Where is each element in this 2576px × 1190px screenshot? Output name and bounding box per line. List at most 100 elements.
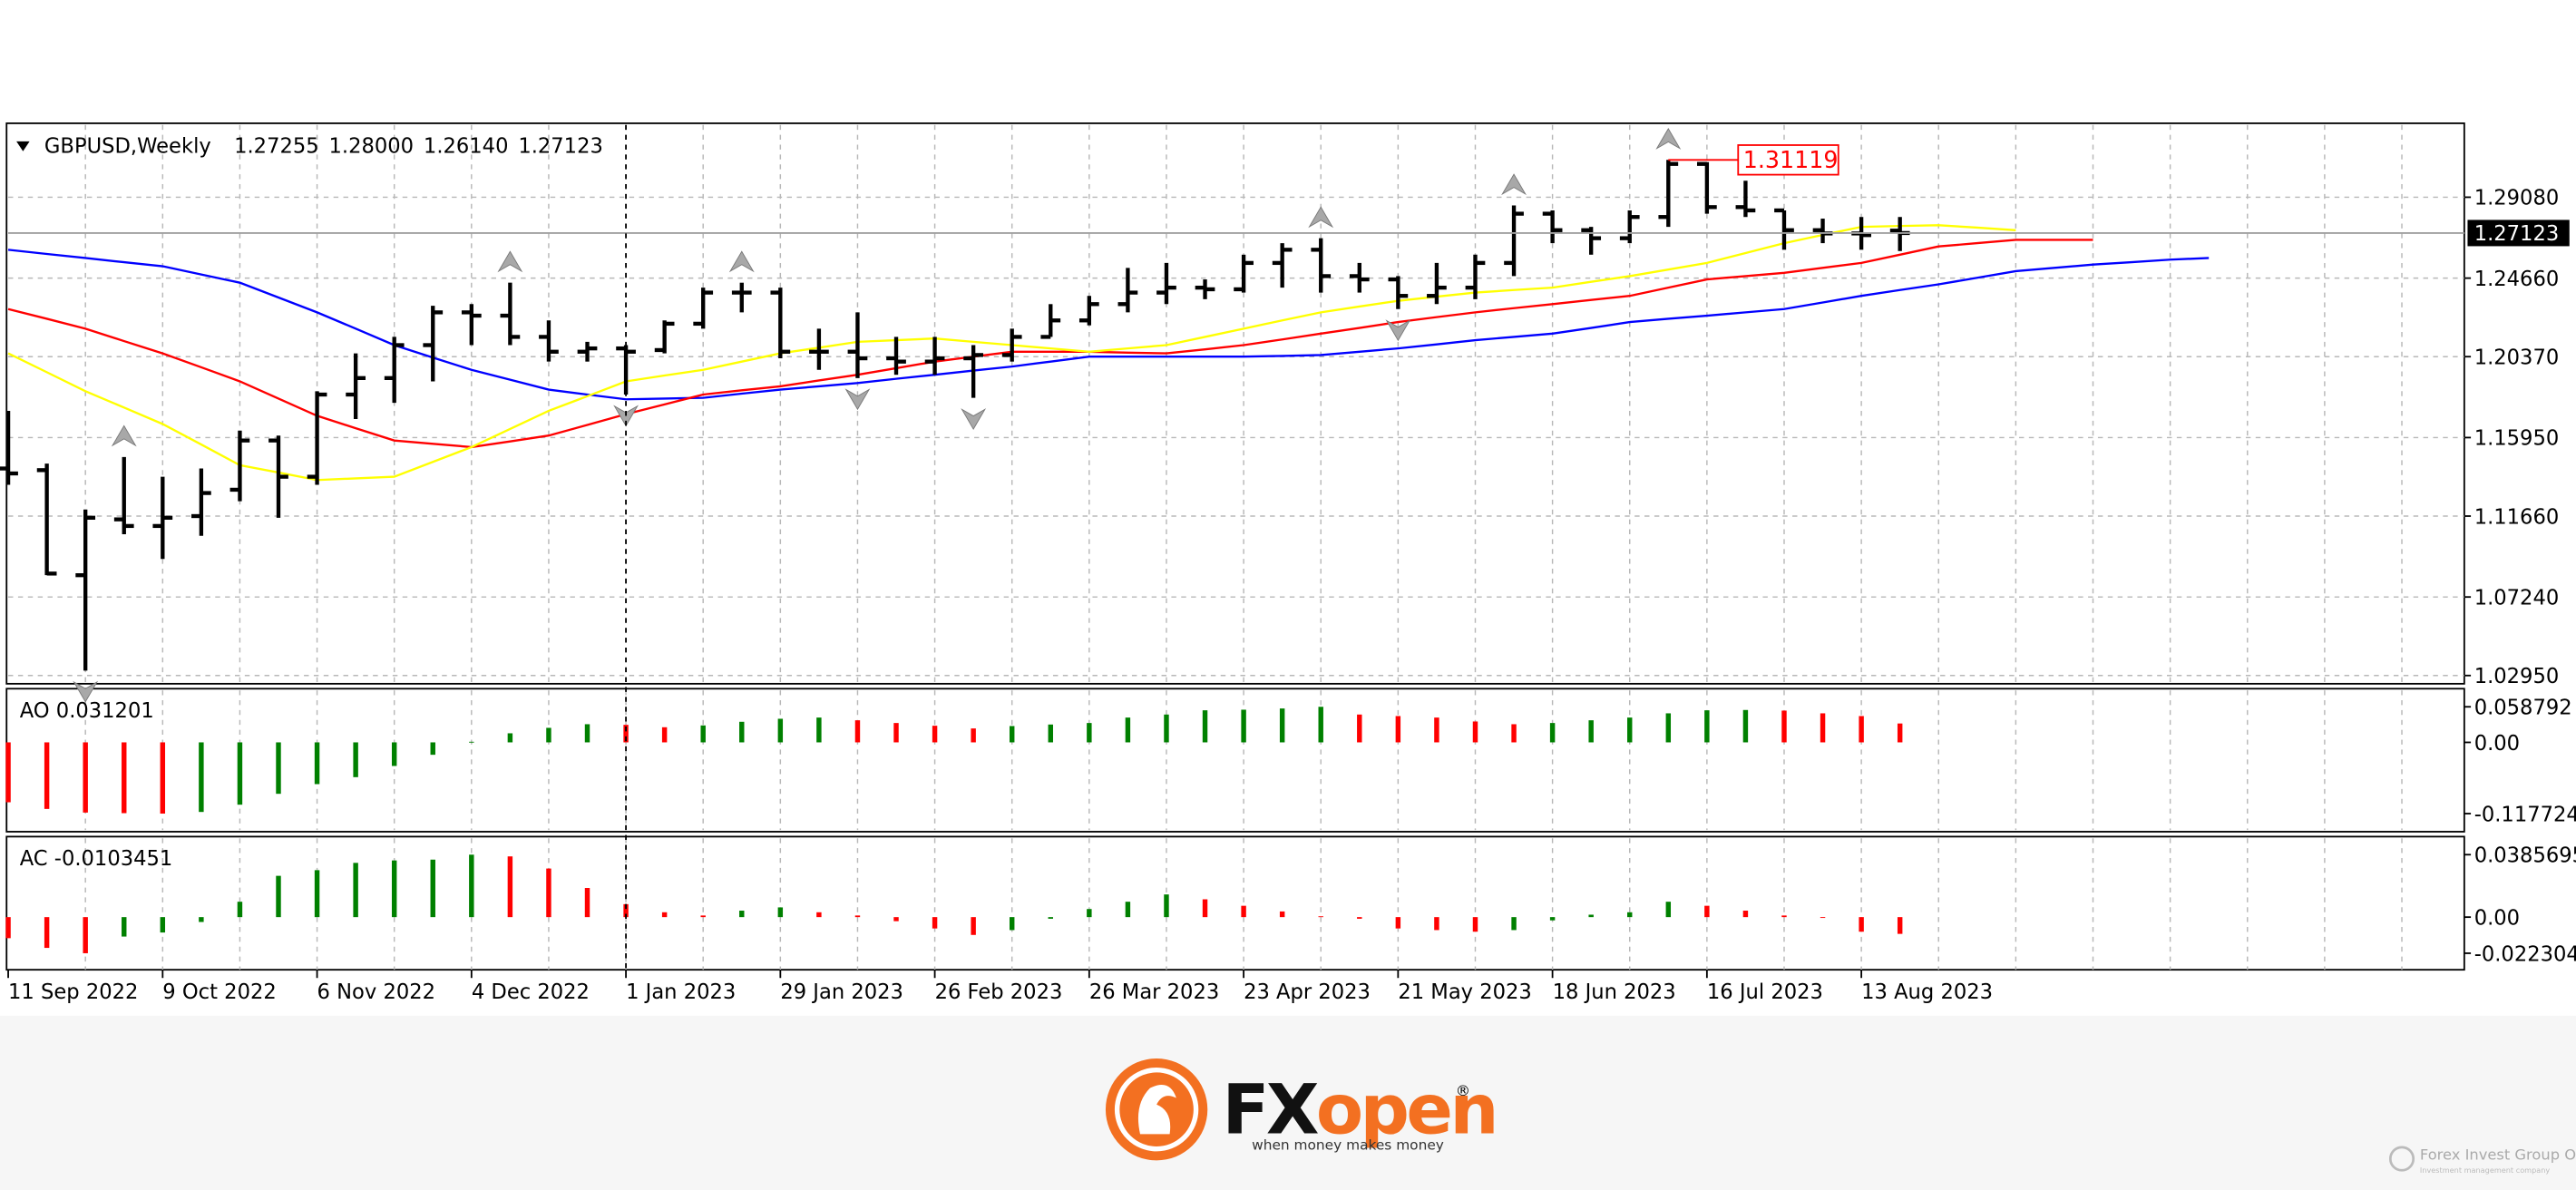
histogram-bar bbox=[1202, 710, 1208, 743]
company-sub: Investment management company bbox=[2420, 1166, 2550, 1175]
histogram-bar bbox=[1125, 717, 1131, 743]
histogram-bar bbox=[1627, 912, 1633, 918]
histogram-bar bbox=[1434, 717, 1439, 743]
histogram-bar bbox=[199, 917, 204, 922]
y-tick-label: 1.07240 bbox=[2474, 587, 2560, 610]
histogram-bar bbox=[5, 917, 11, 939]
histogram-bar bbox=[469, 741, 474, 743]
histogram-bar bbox=[661, 912, 668, 918]
ma-line bbox=[7, 249, 2210, 401]
histogram-bar bbox=[122, 917, 127, 937]
chart-header: GBPUSD,Weekly 1.27255 1.28000 1.26140 1.2712… bbox=[44, 134, 603, 158]
histogram-bar bbox=[816, 717, 822, 743]
histogram-bar bbox=[1820, 713, 1826, 743]
histogram-bar bbox=[1588, 720, 1594, 743]
histogram-bar bbox=[353, 863, 358, 918]
histogram-bar bbox=[1781, 915, 1787, 918]
histogram-bar bbox=[1087, 723, 1092, 743]
last-price-label: 1.27123 bbox=[2474, 222, 2560, 246]
histogram-bar bbox=[1859, 716, 1864, 743]
brand: FXopen bbox=[1223, 1069, 1496, 1150]
histogram-bar bbox=[1318, 916, 1323, 918]
histogram-bar bbox=[971, 917, 976, 935]
y-tick-label: 1.29080 bbox=[2474, 187, 2560, 210]
histogram-bar bbox=[623, 725, 629, 743]
brand-fx: FX bbox=[1223, 1069, 1319, 1150]
company: Forex Invest Group OU bbox=[2420, 1146, 2576, 1163]
fractal-down bbox=[844, 388, 871, 411]
histogram-bar bbox=[353, 742, 358, 777]
x-tick-label: 21 May 2023 bbox=[1398, 980, 1531, 1004]
x-tick-label: 6 Nov 2022 bbox=[317, 980, 435, 1004]
header-high: 1.28000 bbox=[329, 134, 415, 158]
logo-icon-figure bbox=[1137, 1085, 1176, 1135]
x-tick-label: 11 Sep 2022 bbox=[8, 980, 138, 1004]
y-tick-label: 0.058792 bbox=[2474, 697, 2572, 720]
histogram-bar bbox=[777, 718, 784, 743]
histogram-bar bbox=[739, 721, 745, 743]
histogram-bar bbox=[700, 725, 706, 743]
histogram-bar bbox=[1357, 714, 1362, 743]
main-panel bbox=[5, 122, 2465, 685]
histogram-bar bbox=[1511, 724, 1517, 743]
histogram-bar bbox=[160, 917, 166, 933]
fractal-down bbox=[961, 408, 987, 430]
y-tick-label: 1.11660 bbox=[2474, 505, 2560, 529]
histogram-bar bbox=[1125, 902, 1131, 918]
histogram-bar bbox=[1241, 905, 1246, 918]
y-tick-label: 0.0385695 bbox=[2474, 844, 2576, 868]
y-tick-label: 1.20370 bbox=[2474, 346, 2560, 370]
histogram-bar bbox=[1357, 917, 1362, 919]
histogram-bar bbox=[1009, 917, 1015, 931]
histogram-bar bbox=[1279, 911, 1285, 918]
histogram-bar bbox=[1511, 917, 1517, 931]
histogram-bar bbox=[1742, 709, 1749, 743]
y-tick-label: -0.117724 bbox=[2474, 803, 2576, 826]
histogram-bar bbox=[1202, 899, 1208, 918]
x-tick-label: 13 Aug 2023 bbox=[1861, 980, 1993, 1004]
histogram-bar bbox=[1472, 721, 1478, 743]
histogram-bar bbox=[1820, 917, 1826, 919]
ma-line bbox=[7, 239, 2093, 449]
histogram-bar bbox=[1897, 723, 1903, 743]
histogram-bar bbox=[199, 742, 204, 813]
y-tick-label: 0.00 bbox=[2474, 732, 2520, 756]
y-tick-label: 1.02950 bbox=[2474, 665, 2560, 688]
histogram-bar bbox=[122, 742, 127, 814]
panels bbox=[5, 122, 2465, 971]
histogram-bar bbox=[276, 742, 281, 795]
x-tick-label: 29 Jan 2023 bbox=[780, 980, 903, 1004]
histogram-bar bbox=[546, 868, 551, 918]
x-tick-label: 9 Oct 2022 bbox=[162, 980, 276, 1004]
histogram-bar bbox=[1087, 909, 1092, 918]
histogram-bar bbox=[237, 902, 243, 918]
histogram-bar bbox=[932, 726, 938, 743]
fractal-up bbox=[1655, 127, 1682, 150]
histogram-bar bbox=[1434, 917, 1439, 931]
last-price-box bbox=[2467, 219, 2570, 247]
histogram-bar bbox=[1549, 723, 1556, 743]
histogram-bar bbox=[83, 742, 88, 813]
histogram-bar bbox=[83, 917, 88, 953]
x-tick-label: 26 Mar 2023 bbox=[1089, 980, 1219, 1004]
histogram-bar bbox=[1665, 902, 1672, 918]
ac-panel bbox=[5, 835, 2465, 971]
histogram-bar bbox=[1897, 917, 1903, 934]
histogram-bar bbox=[44, 917, 50, 949]
logo-icon-ring bbox=[1114, 1067, 1199, 1152]
histogram-bar bbox=[507, 733, 513, 743]
y-tick-label: 1.24660 bbox=[2474, 268, 2560, 291]
histogram-bar bbox=[1318, 707, 1323, 743]
histogram-bar bbox=[1549, 917, 1556, 921]
histogram-bar bbox=[5, 742, 11, 803]
x-tick-label: 18 Jun 2023 bbox=[1553, 980, 1676, 1004]
histogram-bar bbox=[276, 875, 281, 918]
fractal-up bbox=[728, 250, 755, 273]
fractal-up bbox=[111, 424, 137, 447]
histogram-bar bbox=[469, 854, 474, 918]
histogram-bar bbox=[661, 727, 668, 743]
company-icon bbox=[2388, 1146, 2415, 1172]
histogram-bar bbox=[584, 724, 590, 743]
header-low: 1.26140 bbox=[424, 134, 509, 158]
histogram-bar bbox=[546, 727, 551, 743]
